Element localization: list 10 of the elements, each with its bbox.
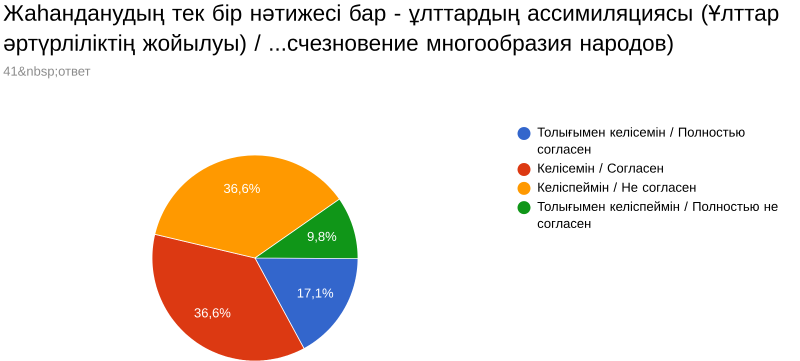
legend-label: Толығымен келіспеймін / Полностью не согласен [538,201,778,228]
data-label: 17,1% [298,288,334,299]
legend-label: Келіспеймін / Не согласен [538,182,696,192]
chart-title: Жаһанданудың тек бір нәтижесі бар - ұлттардың ассимиляциясы (Ұлттар әртүрліліктің жойылуы) / ...счезновение многообразия народов) [4,4,778,56]
data-label: 9,8% [308,232,336,242]
legend-label: Келісемін / Согласен [538,162,663,173]
data-label: 36,6% [224,184,260,194]
text: 41&nbsp;ответ [4,66,90,78]
data-label: 36,6% [194,308,230,319]
legend-label: Толығымен келісемін / Полностью согласен [538,127,745,154]
